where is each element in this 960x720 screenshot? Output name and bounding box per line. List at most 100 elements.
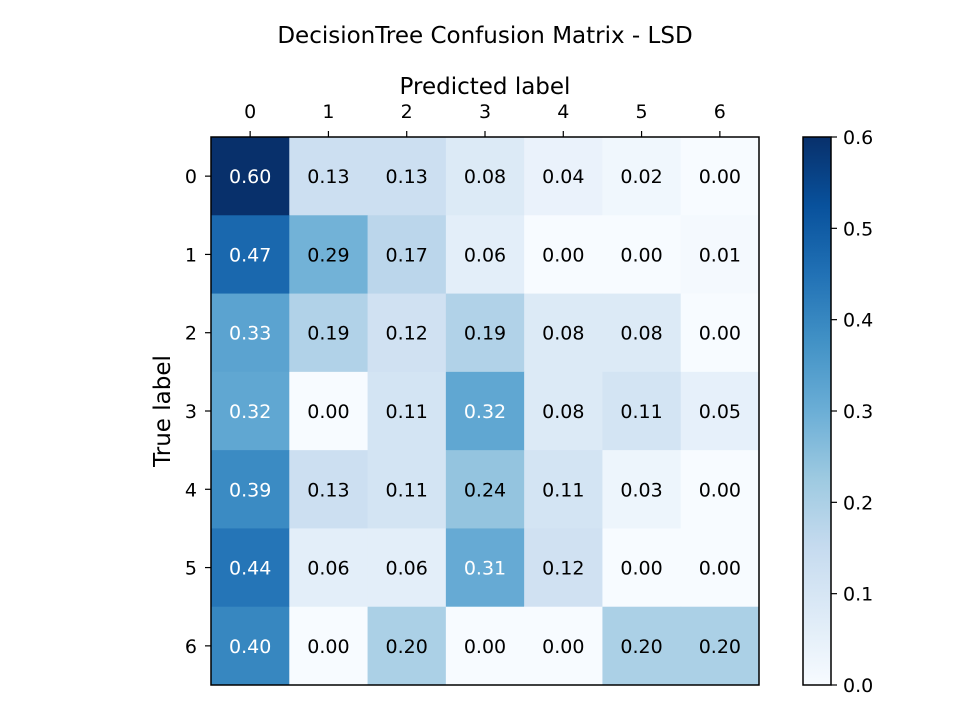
cell-value-label: 0.00: [699, 166, 741, 188]
cell-value-label: 0.06: [307, 558, 349, 580]
cell-value-label: 0.11: [542, 479, 584, 501]
heatmap-cell: [680, 371, 760, 451]
heatmap-cell: [602, 450, 682, 529]
cell-value-label: 0.06: [464, 244, 506, 266]
x-axis-label: Predicted label: [400, 74, 571, 100]
heatmap-cell: [524, 450, 603, 529]
x-axis-ticks: 0 1 2 3 4 5 6: [244, 101, 726, 137]
heatmap-cell: [445, 215, 525, 295]
cell-value-label: 0.00: [699, 479, 741, 501]
cell-value-label: 0.08: [620, 323, 662, 345]
cell-value-label: 0.04: [542, 166, 584, 188]
cell-value-label: 0.29: [307, 244, 349, 266]
colorbar: [802, 136, 832, 686]
heatmap-cell: [367, 606, 447, 686]
cell-value-label: 0.13: [386, 166, 428, 188]
heatmap-cell: [289, 606, 369, 686]
cell-value-label: 0.03: [620, 479, 662, 501]
cell-value-label: 0.05: [699, 401, 741, 423]
heatmap-cell: [289, 528, 369, 608]
cell-value-label: 0.31: [464, 558, 506, 580]
colorbar-tick-label: 0.0: [843, 675, 873, 697]
cell-value-label: 0.19: [307, 323, 349, 345]
y-tick-label: 3: [185, 401, 197, 423]
heatmap-cell: [602, 371, 682, 451]
x-tick-label: 2: [401, 101, 413, 123]
heatmap-cell: [445, 606, 525, 686]
cell-value-label: 0.13: [307, 166, 349, 188]
heatmap-cell: [680, 293, 760, 373]
cell-value-label: 0.06: [386, 558, 428, 580]
cell-value-label: 0.11: [386, 401, 428, 423]
colorbar-tick-label: 0.1: [843, 584, 873, 606]
cell-value-label: 0.24: [464, 479, 506, 501]
y-tick-label: 1: [185, 244, 197, 266]
cell-value-label: 0.39: [229, 479, 271, 501]
heatmap-cell: [602, 606, 682, 686]
y-axis-label: True label: [150, 355, 176, 468]
y-tick-label: 2: [185, 323, 197, 345]
cell-value-label: 0.12: [542, 558, 584, 580]
cell-value-label: 0.33: [229, 323, 271, 345]
heatmap-cell: [524, 606, 603, 686]
cell-value-label: 0.00: [620, 558, 662, 580]
heatmap-cell: [680, 606, 760, 686]
heatmap-cell: [367, 450, 447, 529]
cell-value-label: 0.00: [620, 244, 662, 266]
heatmap-cell: [367, 137, 447, 216]
x-tick-label: 0: [244, 101, 256, 123]
heatmap-cell: [524, 371, 603, 451]
y-tick-label: 6: [185, 636, 197, 658]
cell-value-label: 0.11: [386, 479, 428, 501]
heatmap-cell: [289, 450, 369, 529]
cell-value-label: 0.32: [229, 401, 271, 423]
colorbar-tick-label: 0.4: [843, 310, 873, 332]
cell-value-label: 0.13: [307, 479, 349, 501]
heatmap-cell: [367, 293, 447, 373]
heatmap-cell: [524, 137, 603, 216]
cell-value-label: 0.00: [699, 323, 741, 345]
heatmap-cell: [524, 293, 603, 373]
cell-value-label: 0.17: [386, 244, 428, 266]
heatmap-cell: [367, 215, 447, 295]
x-tick-label: 1: [322, 101, 334, 123]
y-tick-label: 4: [185, 479, 197, 501]
y-tick-label: 5: [185, 558, 197, 580]
y-axis-ticks: 0 1 2 3 4 5 6: [185, 166, 211, 658]
heatmap-cell: [211, 450, 290, 529]
heatmap-cell: [602, 137, 682, 216]
heatmap-cell: [680, 215, 760, 295]
heatmap-cell: [445, 450, 525, 529]
x-tick-label: 4: [557, 101, 569, 123]
cell-value-label: 0.11: [620, 401, 662, 423]
chart-title: DecisionTree Confusion Matrix - LSD: [277, 23, 692, 49]
cell-value-label: 0.20: [620, 636, 662, 658]
colorbar-ticks: 0.0 0.1 0.2 0.3 0.4 0.5 0.6: [831, 127, 873, 697]
colorbar-tick-label: 0.3: [843, 401, 873, 423]
colorbar-tick-label: 0.5: [843, 218, 873, 240]
cell-value-label: 0.00: [464, 636, 506, 658]
cell-value-label: 0.08: [542, 401, 584, 423]
heatmap-cell: [445, 137, 525, 216]
heatmap-cell: [211, 215, 290, 295]
y-tick-label: 0: [185, 166, 197, 188]
heatmap-cell: [367, 371, 447, 451]
heatmap-cell: [680, 450, 760, 529]
cell-value-label: 0.20: [699, 636, 741, 658]
cell-value-label: 0.20: [386, 636, 428, 658]
cell-value-label: 0.44: [229, 558, 271, 580]
heatmap-cell: [289, 215, 369, 295]
cell-value-label: 0.00: [307, 636, 349, 658]
cell-value-label: 0.00: [542, 636, 584, 658]
cell-value-label: 0.08: [464, 166, 506, 188]
heatmap-cell: [211, 371, 290, 451]
cell-value-label: 0.08: [542, 323, 584, 345]
heatmap-cell: [211, 606, 290, 686]
cell-value-label: 0.01: [699, 244, 741, 266]
heatmap-cell: [680, 137, 760, 216]
heatmap-cell: [602, 215, 682, 295]
x-tick-label: 5: [636, 101, 648, 123]
heatmap-cell: [211, 528, 290, 608]
cell-value-label: 0.00: [307, 401, 349, 423]
